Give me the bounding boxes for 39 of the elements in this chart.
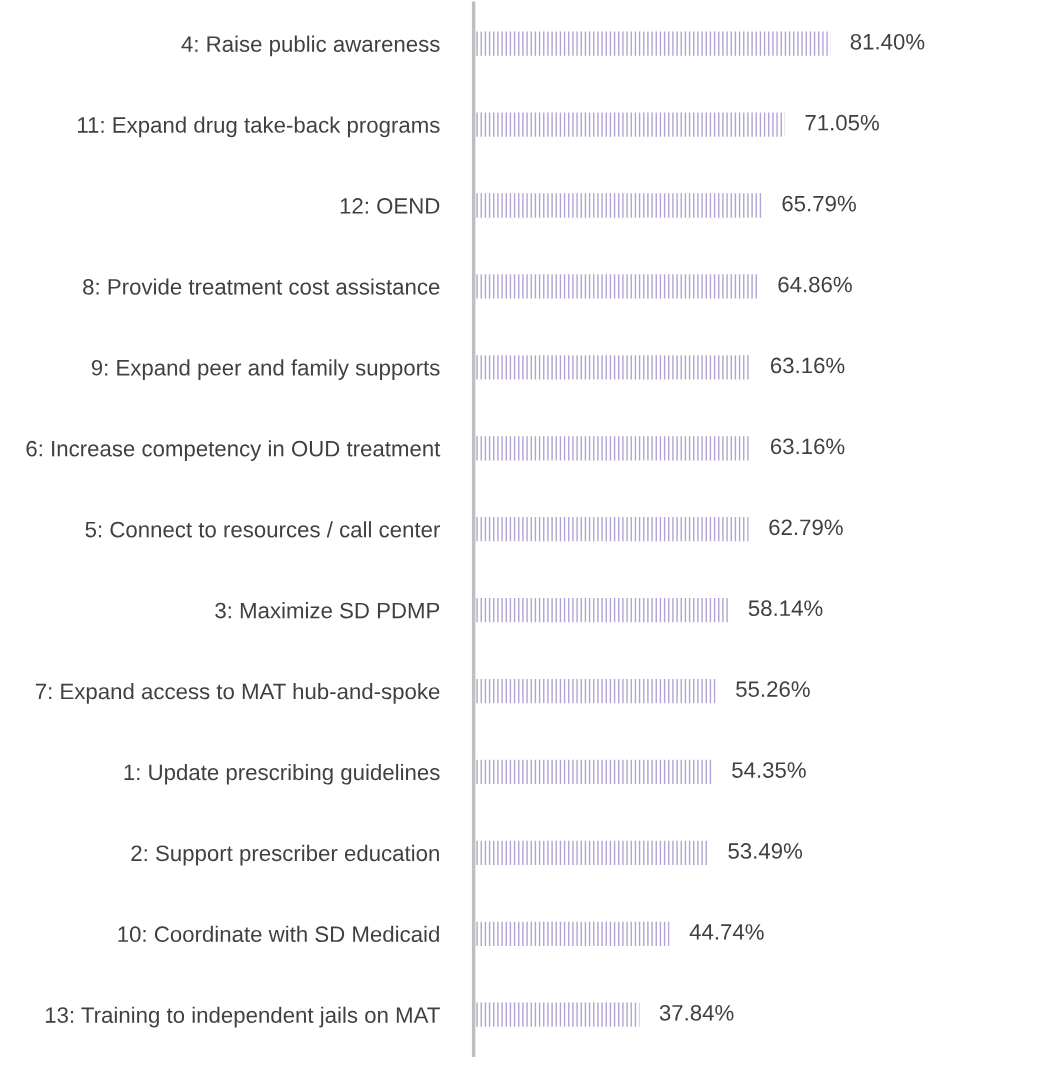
data-label: 63.16% (770, 357, 845, 374)
bar (473, 840, 709, 866)
data-label: 71.05% (805, 114, 879, 131)
y-tick-label: 6: Increase competency in OUD treatment (26, 440, 441, 461)
data-label: 55.26% (736, 681, 810, 697)
y-tick-label: 7: Expand access to MAT hub-and-spoke (35, 682, 440, 704)
y-tick-label: 4: Raise public awareness (181, 35, 440, 57)
y-tick-label: 8: Provide treatment cost assistance (83, 278, 440, 295)
data-label: 54.35% (732, 762, 806, 778)
bar (473, 517, 749, 542)
data-label: 65.79% (782, 195, 856, 212)
data-label: 58.14% (748, 600, 823, 617)
bar (473, 31, 831, 56)
data-label: 64.86% (778, 276, 852, 293)
bar (473, 1002, 640, 1027)
y-tick-label: 1: Update prescribing guidelines (124, 763, 440, 785)
y-tick-label: 13: Training to independent jails on MAT (45, 1006, 440, 1028)
y-tick-label: 10: Coordinate with SD Medicaid (118, 925, 439, 943)
data-label: 81.40% (850, 33, 925, 50)
y-tick-label: 2: Support prescriber education (131, 844, 439, 866)
bar (473, 759, 712, 785)
bar (473, 921, 670, 946)
y-tick-label: 3: Maximize SD PDMP (215, 602, 440, 619)
y-tick-label: 11: Expand drug take-back programs (78, 116, 440, 138)
y-tick-label: 9: Expand peer and family supports (91, 359, 440, 381)
bar (473, 112, 785, 137)
data-label: 44.74% (689, 924, 764, 940)
bar (473, 597, 729, 623)
bar (473, 274, 758, 299)
y-tick-label: 12: OEND (340, 198, 440, 214)
data-label: 62.79% (769, 519, 843, 536)
data-label: 53.49% (728, 843, 803, 859)
data-label: 37.84% (659, 1004, 734, 1021)
y-tick-label: 5: Connect to resources / call center (85, 521, 440, 538)
bar (473, 436, 751, 461)
bar (473, 678, 716, 704)
bar (473, 355, 751, 380)
bar (473, 193, 762, 218)
data-label: 63.16% (770, 438, 845, 455)
